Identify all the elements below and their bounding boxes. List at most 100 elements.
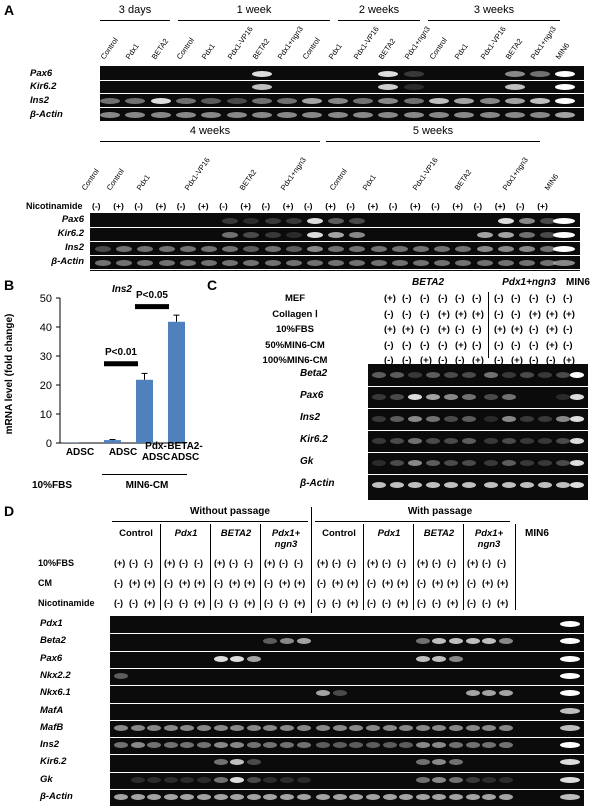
row-separator [368,430,588,431]
condition-sign: (-) [229,558,238,568]
band [201,246,217,252]
lane-label: Control [174,36,196,61]
band [530,112,551,118]
band [95,246,111,252]
band [125,112,146,118]
row-separator [100,107,584,108]
band [454,98,475,104]
gene-label: Pax6 [300,390,324,401]
condition-sign: (+) [384,293,396,304]
band [147,742,162,749]
band [502,460,516,466]
band [390,416,404,422]
lane-label: Control [98,36,120,61]
band [307,246,323,252]
condition-sign: (+) [563,308,575,320]
group-header: 3 weeks [473,4,515,16]
band [455,246,472,252]
condition-sign: (-) [264,578,273,588]
condition-sign: (+) [467,558,479,568]
condition-sign: (-) [420,339,430,351]
group-divider [160,524,161,610]
condition-label: MEF [284,293,306,304]
band [378,98,399,104]
condition-sign: (-) [472,324,482,335]
condition-sign: (-) [317,578,326,588]
category-label: BETA2-ADSC [167,441,203,463]
gene-label: Ins2 [300,412,321,423]
band [180,724,195,731]
band [378,71,399,77]
band [100,112,120,118]
condition-sign: (+) [482,578,494,588]
condition-sign: (+) [384,324,396,335]
band [285,232,302,238]
gene-label: Kir6.2 [57,228,84,239]
band [556,438,570,444]
band [302,112,323,118]
significance-bar [135,304,169,310]
band [116,246,133,252]
band [114,724,128,731]
band [555,84,576,90]
band [378,112,399,118]
lane-label: Control [427,36,449,61]
band [476,260,493,266]
band [560,759,580,766]
band [432,655,447,662]
band [230,742,245,749]
band [449,655,463,662]
nicotinamide-sign: (+) [282,201,294,211]
band [465,638,480,645]
row-separator [368,474,588,475]
band [482,794,497,800]
band [372,438,386,444]
band [180,742,195,749]
condition-sign: (+) [455,308,467,320]
gene-label: Kir6.2 [300,434,328,445]
nicotinamide-sign: (-) [176,201,186,211]
band [246,724,261,731]
condition-sign: (+) [438,324,450,335]
group-divider [260,524,261,610]
row-separator [90,269,580,270]
condition-sign: (-) [467,598,476,608]
nicotinamide-sign: (-) [92,201,101,211]
band [504,71,525,77]
gene-label: Pax6 [61,214,84,225]
band [560,776,580,783]
band [230,724,245,731]
band [372,482,386,488]
row-separator [368,386,588,387]
band [432,638,447,645]
band [432,776,447,783]
band [158,246,175,252]
group-line [100,20,170,21]
band [482,690,497,697]
band [382,742,397,749]
row-separator [368,452,588,453]
band [432,759,447,766]
band [197,742,211,749]
band [370,260,387,266]
nicotinamide-sign: (+) [537,201,548,211]
condition-sign: (-) [494,355,504,366]
group-divider [413,524,414,610]
band [285,246,302,252]
band [390,482,404,488]
band [246,794,261,800]
row-separator [110,685,584,687]
lane-label: Pdx1+ngn3 [500,155,530,192]
band [180,776,195,783]
band [399,724,414,731]
condition-sign: (-) [494,293,504,304]
band [328,260,345,266]
condition-sign: (-) [417,578,426,588]
band [213,794,228,800]
condition-sign: (+) [317,558,329,568]
condition-sign: (-) [384,339,394,351]
band [540,218,557,224]
band [296,776,311,783]
band [175,98,196,104]
band [482,742,497,749]
